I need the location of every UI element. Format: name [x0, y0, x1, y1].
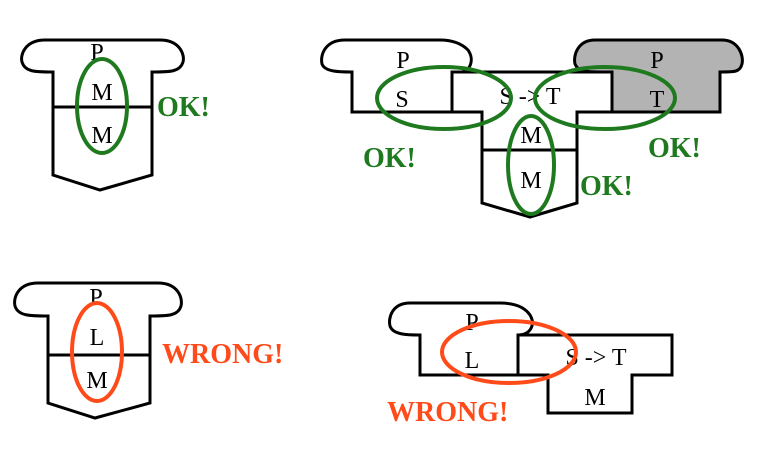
left-block-shape: [388, 301, 534, 377]
block-shape: [13, 281, 183, 420]
left-top-label: P: [396, 48, 409, 74]
block-shape: [20, 38, 185, 192]
highlight-ring-lower: [506, 114, 556, 216]
diagram-ok-composite: P S S -> T P T M M OK! OK! OK!: [320, 38, 744, 219]
lower-top-label: M: [520, 123, 541, 149]
verdict-lower: OK!: [580, 171, 633, 202]
highlight-ring-right: [533, 65, 677, 131]
highlight-ring: [70, 301, 124, 403]
highlight-ring: [440, 319, 578, 385]
block-bottom-label: M: [91, 123, 112, 149]
verdict-label: WRONG!: [387, 397, 508, 428]
diagram-ok-single: P M M OK!: [20, 38, 210, 192]
verdict-label: WRONG!: [162, 339, 283, 370]
verdict-left: OK!: [363, 143, 416, 174]
block-mid-label: M: [91, 80, 112, 106]
verdict-right: OK!: [648, 133, 701, 164]
right-top-label: P: [650, 48, 663, 74]
left-bottom-label: L: [465, 348, 480, 374]
center-block-shape: [516, 333, 674, 415]
verdict-label: OK!: [157, 92, 210, 123]
block-bottom-label: M: [86, 368, 107, 394]
highlight-ring: [75, 57, 129, 155]
left-bottom-label: S: [395, 87, 408, 113]
lower-label: M: [584, 385, 605, 411]
left-top-label: P: [465, 310, 478, 336]
block-top-label: P: [89, 285, 102, 311]
highlight-ring-left: [375, 65, 513, 131]
right-bottom-label: T: [650, 87, 665, 113]
lower-bottom-label: M: [520, 168, 541, 194]
block-mid-label: L: [90, 325, 105, 351]
diagram-wrong-composite: P L S -> T M WRONG!: [387, 301, 674, 428]
diagram-wrong-single: P L M WRONG!: [13, 281, 283, 420]
